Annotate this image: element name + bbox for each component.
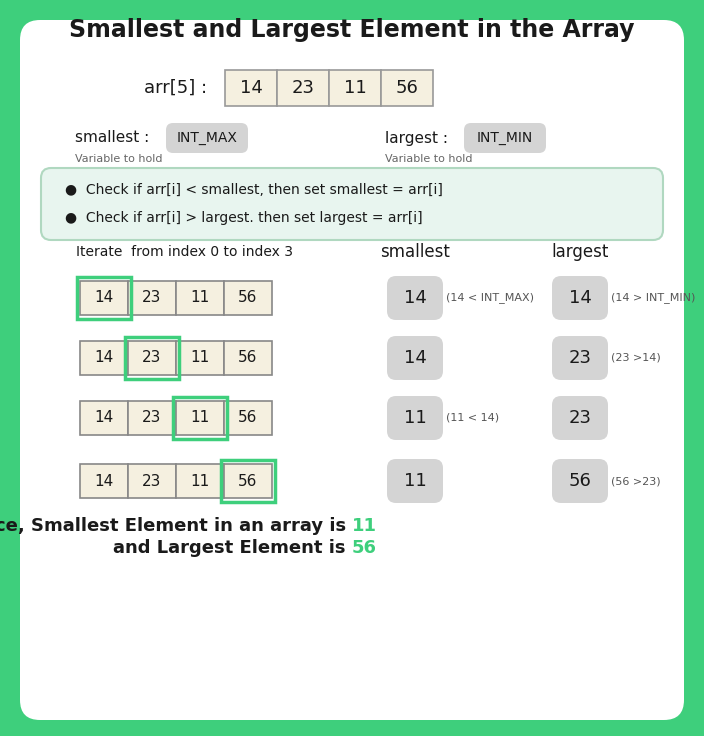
Text: Variable to hold
largest value: Variable to hold largest value [385, 154, 472, 178]
Bar [80, 401, 128, 435]
Text: 56: 56 [352, 539, 377, 557]
Text: 56: 56 [569, 472, 591, 490]
Text: 11: 11 [190, 473, 210, 489]
Text: 11: 11 [403, 472, 427, 490]
Text: 14: 14 [403, 349, 427, 367]
Text: (56 >23): (56 >23) [611, 476, 660, 486]
Text: 56: 56 [239, 473, 258, 489]
Text: largest :: largest : [385, 130, 448, 146]
Text: largest: largest [551, 243, 609, 261]
Text: (11 < 14): (11 < 14) [446, 413, 499, 423]
Text: 23: 23 [569, 349, 591, 367]
Text: 23: 23 [569, 409, 591, 427]
Bar [224, 464, 272, 498]
Bar [128, 464, 176, 498]
Text: 23: 23 [142, 411, 162, 425]
FancyBboxPatch shape [552, 276, 608, 320]
FancyBboxPatch shape [387, 459, 443, 503]
Bar [224, 281, 272, 315]
Bar [381, 70, 433, 106]
Text: arr[5] :: arr[5] : [144, 79, 207, 97]
Text: (14 < INT_MAX): (14 < INT_MAX) [446, 292, 534, 303]
Bar [77, 277, 131, 319]
Text: Hence, Smallest Element in an array is: Hence, Smallest Element in an array is [0, 517, 352, 535]
Bar [277, 70, 329, 106]
Text: 11: 11 [190, 411, 210, 425]
Bar [176, 464, 224, 498]
Bar [128, 281, 176, 315]
FancyBboxPatch shape [387, 276, 443, 320]
Text: 14: 14 [403, 289, 427, 307]
Text: INT_MIN: INT_MIN [477, 131, 533, 145]
Text: (23 >14): (23 >14) [611, 353, 661, 363]
Text: 14: 14 [569, 289, 591, 307]
FancyBboxPatch shape [552, 459, 608, 503]
Text: Smallest and Largest Element in the Array: Smallest and Largest Element in the Arra… [69, 18, 635, 42]
FancyBboxPatch shape [552, 336, 608, 380]
FancyBboxPatch shape [41, 168, 663, 240]
Text: smallest: smallest [380, 243, 450, 261]
Bar [225, 70, 277, 106]
Text: 11: 11 [190, 291, 210, 305]
Text: 11: 11 [403, 409, 427, 427]
Text: 11: 11 [352, 517, 377, 535]
Bar [173, 397, 227, 439]
Text: 56: 56 [239, 291, 258, 305]
Text: Iterate  from index 0 to index 3: Iterate from index 0 to index 3 [77, 245, 294, 259]
Bar [176, 401, 224, 435]
Bar [128, 341, 176, 375]
Text: ●  Check if arr[i] > largest. then set largest = arr[i]: ● Check if arr[i] > largest. then set la… [65, 211, 422, 225]
Text: 11: 11 [344, 79, 366, 97]
Text: 23: 23 [142, 291, 162, 305]
Text: 23: 23 [142, 473, 162, 489]
Bar [329, 70, 381, 106]
Text: 56: 56 [239, 350, 258, 366]
Bar [128, 401, 176, 435]
Text: 14: 14 [94, 350, 113, 366]
Text: and Largest Element is: and Largest Element is [113, 539, 352, 557]
Text: smallest :: smallest : [75, 130, 149, 146]
Bar [80, 464, 128, 498]
FancyBboxPatch shape [387, 396, 443, 440]
Text: 11: 11 [190, 350, 210, 366]
Bar [224, 341, 272, 375]
FancyBboxPatch shape [552, 396, 608, 440]
Text: 14: 14 [94, 411, 113, 425]
Text: 56: 56 [396, 79, 418, 97]
Bar [125, 337, 179, 379]
Text: ●  Check if arr[i] < smallest, then set smallest = arr[i]: ● Check if arr[i] < smallest, then set s… [65, 183, 443, 197]
Bar [80, 281, 128, 315]
Bar [221, 460, 275, 502]
Bar [176, 341, 224, 375]
Text: (14 > INT_MIN): (14 > INT_MIN) [611, 292, 696, 303]
Bar [224, 401, 272, 435]
Text: 23: 23 [142, 350, 162, 366]
Text: 14: 14 [94, 291, 113, 305]
FancyBboxPatch shape [20, 20, 684, 720]
Text: 14: 14 [239, 79, 263, 97]
FancyBboxPatch shape [464, 123, 546, 153]
Text: Variable to hold
smallest value: Variable to hold smallest value [75, 154, 163, 178]
Text: INT_MAX: INT_MAX [177, 131, 237, 145]
FancyBboxPatch shape [387, 336, 443, 380]
Text: 23: 23 [291, 79, 315, 97]
Bar [80, 341, 128, 375]
Bar [176, 281, 224, 315]
FancyBboxPatch shape [166, 123, 248, 153]
Text: 56: 56 [239, 411, 258, 425]
Text: 14: 14 [94, 473, 113, 489]
